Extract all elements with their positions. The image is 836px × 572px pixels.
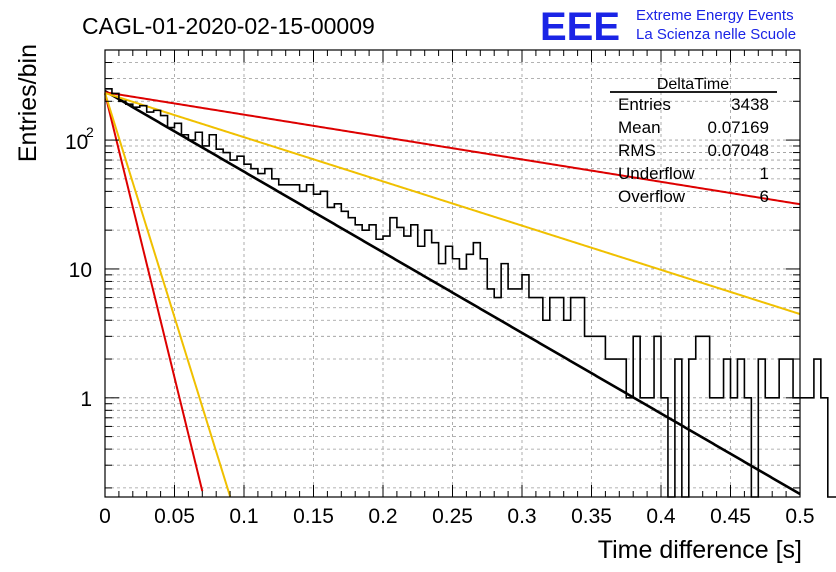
fit-curve [104,91,801,206]
plot-frame [104,49,801,498]
stats-value: 0.07048 [708,141,769,160]
axis-ticks [104,49,801,497]
x-tick-label: 0.1 [229,505,258,528]
stats-title: DeltaTime [657,76,729,93]
stats-value: 0.07169 [708,118,769,137]
y-tick-label: 1 [80,388,92,411]
y-tick-label: 10 [69,259,92,282]
stats-value: 3438 [731,95,769,114]
tick-labels: 0 0.05 0.1 0.15 0.2 0.25 0.3 0.35 0.4 0.45 0.5 1 10 1… [65,124,815,528]
fit-curve [104,92,232,497]
x-axis-label: Time difference [s] [598,536,802,564]
x-tick-label: 0.45 [710,505,751,528]
x-tick-label: 0.05 [154,505,195,528]
logo-line-1: Extreme Energy Events [636,7,794,24]
x-tick-label: 0.2 [368,505,397,528]
y-tick-label: 10 [65,131,88,154]
x-tick-label: 0.25 [432,505,473,528]
histogram-series [105,87,836,498]
y-axis-label: Entries/bin [14,44,42,162]
stats-label: Entries [618,95,671,114]
x-tick-label: 0.15 [293,505,334,528]
stats-label: Underflow [618,164,695,183]
x-tick-label: 0.3 [507,505,536,528]
fit-curve [104,89,801,496]
stats-value: 1 [760,164,769,183]
x-tick-label: 0.4 [646,505,676,528]
fit-curves [104,89,801,497]
stats-label: RMS [618,141,656,160]
chart-title: CAGL-01-2020-02-15-00009 [82,13,375,39]
x-tick-label: 0 [99,505,111,528]
stats-box: DeltaTime Entries 3438 Mean 0.07169 RMS … [610,76,777,206]
stats-label: Overflow [618,187,686,206]
eee-logo: EEE [540,5,620,49]
y-tick-exponent: 2 [86,124,94,140]
stats-label: Mean [618,118,661,137]
stats-value: 6 [760,187,769,206]
fit-curve [104,93,204,492]
fit-curve [104,92,801,316]
x-tick-label: 0.35 [571,505,612,528]
x-tick-label: 0.5 [785,505,814,528]
logo-line-2: La Scienza nelle Scuole [636,26,796,43]
